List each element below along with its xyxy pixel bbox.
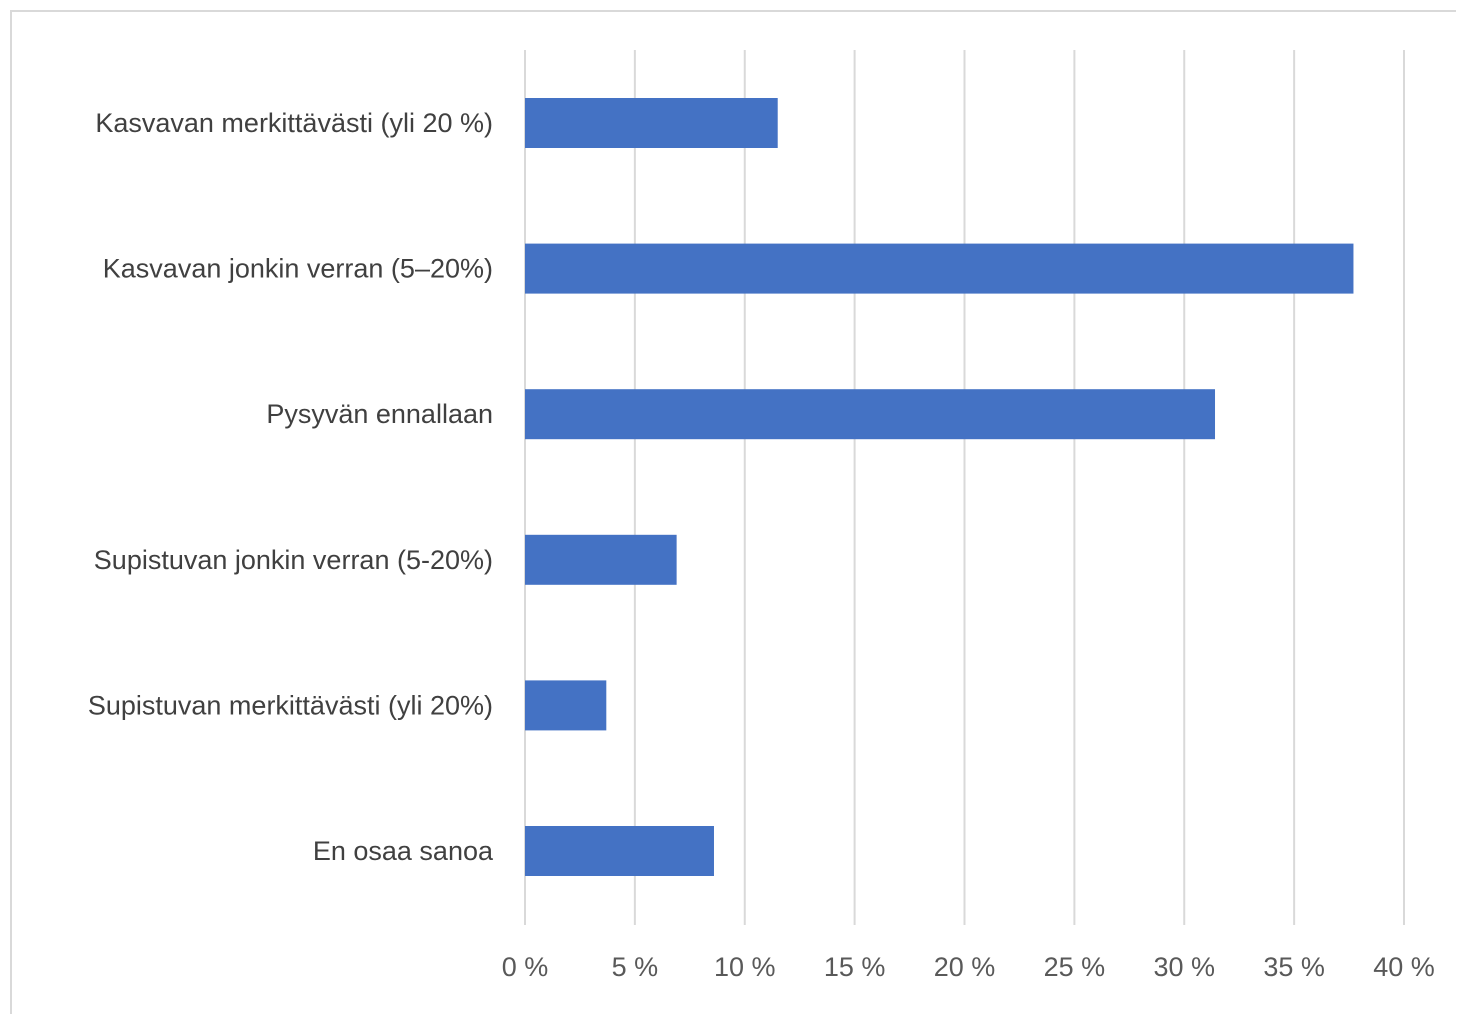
x-tick-label: 20 % bbox=[934, 952, 996, 982]
category-label: Kasvavan jonkin verran (5–20%) bbox=[103, 254, 493, 284]
category-label: Kasvavan merkittävästi (yli 20 %) bbox=[95, 108, 493, 138]
category-labels: Kasvavan merkittävästi (yli 20 %) Kasvava… bbox=[88, 108, 494, 866]
bar bbox=[525, 389, 1216, 440]
x-tick-label: 40 % bbox=[1373, 952, 1435, 982]
x-axis-tick-labels: 0 % 5 % 10 % 15 % 20 % 25 % 30 % 35 % 40 % bbox=[502, 952, 1435, 982]
x-tick-label: 35 % bbox=[1263, 952, 1325, 982]
bar bbox=[525, 534, 677, 585]
x-tick-label: 30 % bbox=[1153, 952, 1215, 982]
chart-frame bbox=[10, 10, 1456, 1014]
category-label: Pysyvän ennallaan bbox=[266, 399, 493, 429]
gridlines bbox=[524, 50, 1405, 925]
category-label: Supistuvan merkittävästi (yli 20%) bbox=[88, 690, 493, 720]
x-tick-label: 25 % bbox=[1044, 952, 1106, 982]
x-tick-label: 0 % bbox=[502, 952, 549, 982]
bars bbox=[525, 98, 1354, 876]
x-tick-label: 5 % bbox=[612, 952, 659, 982]
category-label: En osaa sanoa bbox=[313, 836, 494, 866]
bar bbox=[525, 826, 714, 876]
bar bbox=[525, 680, 607, 731]
x-tick-label: 15 % bbox=[824, 952, 886, 982]
bar bbox=[525, 98, 778, 148]
x-tick-label: 10 % bbox=[714, 952, 776, 982]
category-label: Supistuvan jonkin verran (5-20%) bbox=[94, 545, 493, 575]
bar bbox=[525, 243, 1354, 294]
